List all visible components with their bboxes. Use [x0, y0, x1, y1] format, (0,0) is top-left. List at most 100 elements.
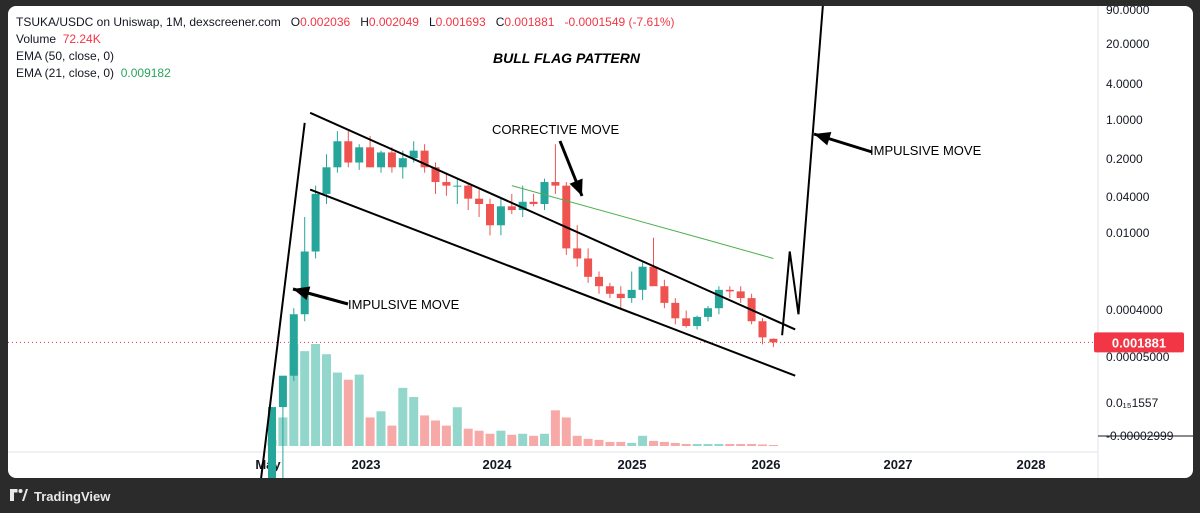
volume-bar: [300, 351, 310, 446]
candle-body: [605, 286, 614, 294]
volume-bar: [311, 344, 321, 446]
volume-bar: [768, 444, 778, 446]
candle-body: [344, 141, 353, 163]
volume-bar: [605, 441, 615, 446]
volume-bar: [659, 441, 669, 446]
impulsive-move-label-left: IMPULSIVE MOVE: [348, 297, 460, 312]
volume-bar: [354, 374, 364, 446]
y-tick-label: 1.0000: [1106, 113, 1143, 127]
y-tick-label: 0.0004000: [1106, 303, 1163, 317]
candle-body: [464, 185, 473, 199]
candle-body: [518, 201, 527, 211]
change-value: -0.0001549 (-7.61%): [564, 15, 675, 29]
volume-bar: [420, 415, 430, 446]
volume-bar: [747, 443, 757, 446]
candle-body: [769, 338, 778, 343]
volume-bar: [441, 425, 451, 446]
x-tick-label: 2026: [752, 457, 781, 472]
y-tick-label: 20.0000: [1106, 37, 1150, 51]
price-chart[interactable]: 90.0000 20.0000 4.0000 1.0000 0.2000 0.04000 0…: [8, 6, 1193, 478]
impulse-arrow-left-head: [293, 286, 311, 300]
x-tick-label: 2027: [884, 457, 913, 472]
chart-title: BULL FLAG PATTERN: [493, 50, 641, 66]
candle-body: [693, 316, 702, 326]
volume-bar: [452, 407, 462, 446]
candle-body: [714, 289, 723, 309]
candle-body: [268, 407, 276, 478]
volume-bar: [322, 354, 331, 446]
y-tick-label: 0.00005000: [1106, 350, 1170, 364]
candle-body: [540, 182, 549, 204]
candle-body: [496, 206, 505, 226]
x-tick-label: 2025: [618, 457, 647, 472]
open-label: O: [290, 15, 301, 29]
candle-body: [704, 308, 712, 317]
volume-bar: [649, 440, 658, 446]
ema21-value: 0.009182: [120, 66, 171, 80]
candle-body: [627, 289, 636, 299]
impulsive-move-label-right: IMPULSIVE MOVE: [870, 143, 982, 158]
candle-body: [562, 185, 571, 249]
volume-bar: [518, 433, 528, 446]
candle-body: [573, 248, 582, 259]
volume-bar: [431, 420, 440, 446]
y-tick-label: 90.0000: [1106, 6, 1150, 17]
high-label: H: [360, 15, 369, 29]
projection-path: [781, 6, 824, 336]
volume-bar: [343, 379, 353, 446]
candle-body: [442, 182, 451, 186]
candle-body: [616, 293, 625, 299]
x-tick-label: 2028: [1017, 457, 1046, 472]
volume-bar: [507, 434, 517, 446]
last-price-tag-label: 0.001881: [1112, 335, 1166, 350]
candle-body: [387, 152, 396, 168]
volume-bar: [540, 433, 549, 446]
candle-body: [278, 375, 287, 408]
volume-bar: [496, 430, 506, 446]
candle-body: [322, 167, 331, 194]
candle-body: [300, 251, 309, 315]
candle-body: [289, 314, 298, 376]
candle-body: [409, 150, 418, 159]
open-value: 0.002036: [300, 15, 351, 29]
candle-body: [758, 321, 767, 338]
volume-value: 72.24K: [62, 32, 101, 46]
volume-bar: [638, 435, 648, 446]
candle-body: [584, 258, 593, 277]
legend-ema50-row[interactable]: EMA (50, close, 0): [16, 48, 675, 65]
candle-body: [486, 204, 494, 226]
flag-upper-trendline: [309, 111, 796, 331]
chart-legend: TSUKA/USDC on Uniswap, 1M, dexscreener.c…: [16, 14, 675, 82]
ema21-label: EMA (21, close, 0): [16, 66, 115, 80]
brand-name[interactable]: TradingView: [34, 488, 111, 504]
footer-branding: TradingView: [10, 486, 110, 506]
volume-bar: [670, 442, 680, 446]
low-value: 0.001693: [435, 15, 486, 29]
candle-body: [398, 158, 407, 168]
volume-bar: [561, 417, 571, 446]
candle-body: [529, 201, 538, 204]
symbol-title[interactable]: TSUKA/USDC on Uniswap, 1M, dexscreener.c…: [16, 15, 281, 29]
impulse-trendline: [260, 122, 306, 478]
volume-bar: [627, 442, 637, 446]
corrective-arrow-head: [569, 178, 583, 196]
candle-body: [682, 318, 691, 326]
candle-body: [355, 147, 364, 163]
volume-bar: [616, 441, 626, 446]
close-value: 0.001881: [504, 15, 555, 29]
high-value: 0.002049: [368, 15, 419, 29]
volume-bar: [703, 443, 713, 446]
ema-line: [511, 185, 774, 259]
volume-bar: [714, 443, 724, 446]
candle-body: [671, 302, 680, 319]
volume-bar: [758, 444, 767, 446]
legend-ema21-row[interactable]: EMA (21, close, 0) 0.009182: [16, 65, 675, 82]
volume-bar: [289, 344, 299, 446]
candle-body: [649, 266, 658, 287]
volume-bar: [474, 430, 484, 446]
impulse-arrow-right-head: [814, 132, 832, 146]
chart-panel[interactable]: 90.0000 20.0000 4.0000 1.0000 0.2000 0.04000 0…: [8, 6, 1193, 478]
legend-volume-row[interactable]: Volume 72.24K: [16, 31, 675, 48]
volume-bar: [725, 443, 735, 446]
